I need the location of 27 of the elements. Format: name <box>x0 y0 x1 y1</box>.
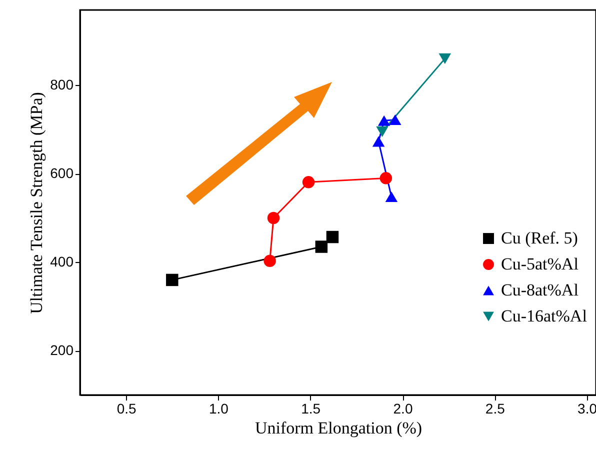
y-tick-label: 800 <box>50 76 74 93</box>
y-axis-title: Ultimate Tensile Strength (MPa) <box>27 92 46 314</box>
legend-label: Cu-16at%Al <box>501 306 588 326</box>
x-tick-label: 1.5 <box>301 400 321 416</box>
point <box>264 254 276 268</box>
y-tick-label: 200 <box>50 342 74 358</box>
point <box>326 230 339 244</box>
legend-label: Cu-5at%Al <box>501 254 579 274</box>
point <box>380 172 392 184</box>
point <box>389 114 402 126</box>
point <box>302 176 315 188</box>
point <box>385 191 398 202</box>
point <box>378 115 390 126</box>
point <box>267 212 280 224</box>
point <box>372 136 385 147</box>
point <box>166 274 178 286</box>
x-tick-label: 0.5 <box>116 400 137 416</box>
legend-label: Cu (Ref. 5) <box>501 228 578 248</box>
point <box>315 240 328 253</box>
x-tick-label: 2.5 <box>485 400 506 416</box>
y-tick-label: 400 <box>50 254 74 270</box>
y-tick-label: 600 <box>50 165 74 182</box>
x-tick-label: 1.0 <box>208 400 229 416</box>
x-axis-title: Uniform Elongation (%) <box>254 418 422 438</box>
x-tick-label: 2.0 <box>393 400 413 416</box>
x-tick-label: 3.0 <box>578 400 596 416</box>
legend-label: Cu-8at%Al <box>501 280 579 300</box>
